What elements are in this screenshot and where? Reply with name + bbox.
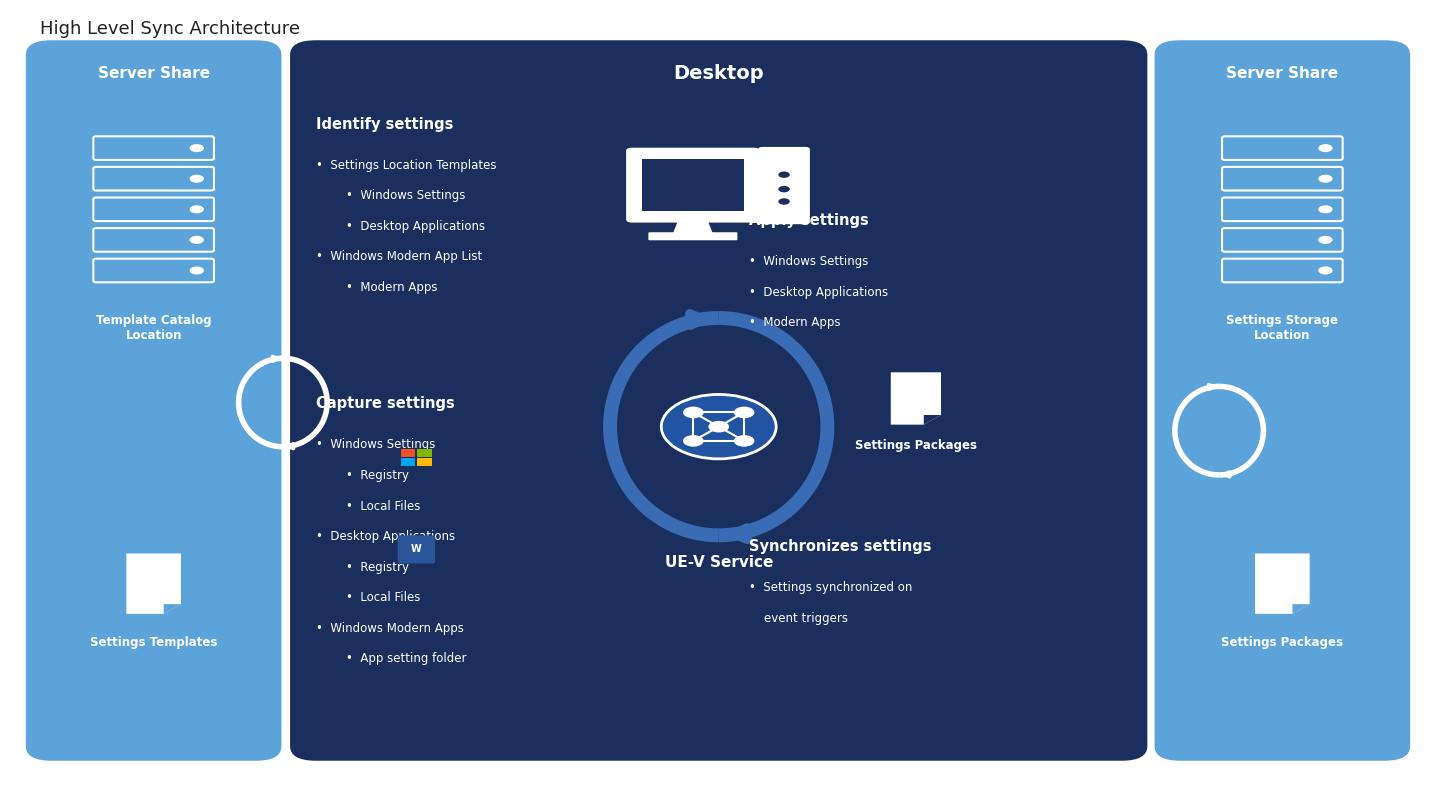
Polygon shape bbox=[1255, 554, 1310, 613]
Text: Server Share: Server Share bbox=[1226, 66, 1338, 81]
Circle shape bbox=[708, 421, 729, 432]
Text: •  Windows Settings: • Windows Settings bbox=[316, 189, 465, 202]
Circle shape bbox=[778, 186, 790, 192]
Text: •  Windows Modern App List: • Windows Modern App List bbox=[316, 250, 482, 263]
Polygon shape bbox=[890, 372, 941, 425]
Text: •  Modern Apps: • Modern Apps bbox=[316, 281, 438, 294]
Circle shape bbox=[190, 144, 204, 152]
Text: •  Desktop Applications: • Desktop Applications bbox=[748, 286, 887, 299]
Circle shape bbox=[734, 435, 754, 447]
Circle shape bbox=[190, 236, 204, 244]
Circle shape bbox=[734, 407, 754, 419]
Text: Server Share: Server Share bbox=[98, 66, 210, 81]
Text: Template Catalog
Location: Template Catalog Location bbox=[96, 314, 211, 342]
Circle shape bbox=[684, 435, 704, 447]
Text: UE-V Service: UE-V Service bbox=[665, 555, 773, 571]
FancyBboxPatch shape bbox=[642, 159, 744, 211]
Text: •  Desktop Applications: • Desktop Applications bbox=[316, 220, 485, 233]
FancyBboxPatch shape bbox=[648, 232, 737, 240]
Circle shape bbox=[190, 175, 204, 183]
Text: Capture settings: Capture settings bbox=[316, 396, 455, 411]
Text: •  Registry: • Registry bbox=[316, 469, 409, 482]
Text: •  Local Files: • Local Files bbox=[316, 591, 421, 605]
Text: High Level Sync Architecture: High Level Sync Architecture bbox=[40, 20, 300, 38]
Text: •  Settings synchronized on: • Settings synchronized on bbox=[748, 581, 912, 594]
Polygon shape bbox=[164, 604, 181, 613]
Bar bbox=[401, 458, 415, 466]
Polygon shape bbox=[126, 554, 181, 613]
Circle shape bbox=[1318, 236, 1333, 244]
FancyBboxPatch shape bbox=[290, 40, 1147, 761]
Circle shape bbox=[1318, 205, 1333, 213]
Text: Desktop: Desktop bbox=[673, 64, 764, 84]
Text: •  Windows Settings: • Windows Settings bbox=[316, 438, 435, 452]
Circle shape bbox=[1318, 144, 1333, 152]
FancyBboxPatch shape bbox=[26, 40, 281, 761]
Text: •  Settings Location Templates: • Settings Location Templates bbox=[316, 159, 497, 171]
Text: •  Registry: • Registry bbox=[316, 560, 409, 574]
Polygon shape bbox=[923, 415, 941, 425]
Circle shape bbox=[1318, 175, 1333, 183]
Bar bbox=[401, 449, 415, 457]
Text: •  Modern Apps: • Modern Apps bbox=[748, 316, 840, 329]
Polygon shape bbox=[1292, 604, 1310, 613]
Text: Settings Packages: Settings Packages bbox=[1222, 636, 1343, 649]
FancyBboxPatch shape bbox=[758, 147, 810, 224]
Bar bbox=[418, 449, 432, 457]
Text: Identify settings: Identify settings bbox=[316, 117, 454, 132]
Text: W: W bbox=[411, 544, 422, 555]
FancyBboxPatch shape bbox=[626, 147, 760, 222]
Text: •  Desktop Applications: • Desktop Applications bbox=[316, 530, 455, 543]
Text: Settings Storage
Location: Settings Storage Location bbox=[1226, 314, 1338, 342]
Text: Synchronizes settings: Synchronizes settings bbox=[748, 539, 931, 555]
FancyBboxPatch shape bbox=[398, 535, 435, 564]
Text: •  Local Files: • Local Files bbox=[316, 499, 421, 513]
Circle shape bbox=[778, 198, 790, 204]
Text: •  App setting folder: • App setting folder bbox=[316, 652, 467, 666]
Circle shape bbox=[661, 394, 775, 459]
Circle shape bbox=[1318, 266, 1333, 275]
Polygon shape bbox=[672, 219, 712, 233]
Circle shape bbox=[190, 266, 204, 275]
Text: Settings Packages: Settings Packages bbox=[854, 439, 976, 452]
Text: event triggers: event triggers bbox=[748, 612, 847, 625]
Bar bbox=[418, 458, 432, 466]
Circle shape bbox=[684, 407, 704, 419]
Text: Apply settings: Apply settings bbox=[748, 213, 869, 229]
Text: •  Windows Settings: • Windows Settings bbox=[748, 255, 869, 268]
Circle shape bbox=[190, 205, 204, 213]
Text: Settings Templates: Settings Templates bbox=[90, 636, 217, 649]
Text: •  Windows Modern Apps: • Windows Modern Apps bbox=[316, 621, 464, 635]
FancyBboxPatch shape bbox=[1155, 40, 1410, 761]
Circle shape bbox=[778, 171, 790, 178]
